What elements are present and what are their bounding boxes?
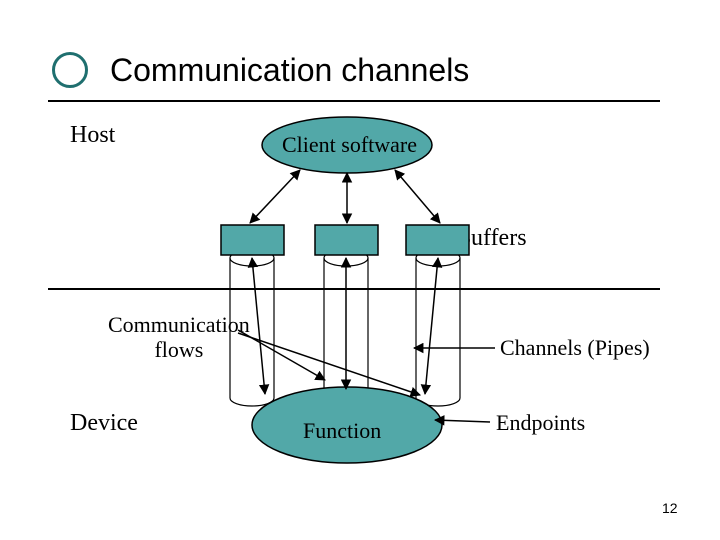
diagram-svg <box>0 0 720 540</box>
function-label: Function <box>303 418 381 444</box>
client-software-label: Client software <box>282 132 417 158</box>
